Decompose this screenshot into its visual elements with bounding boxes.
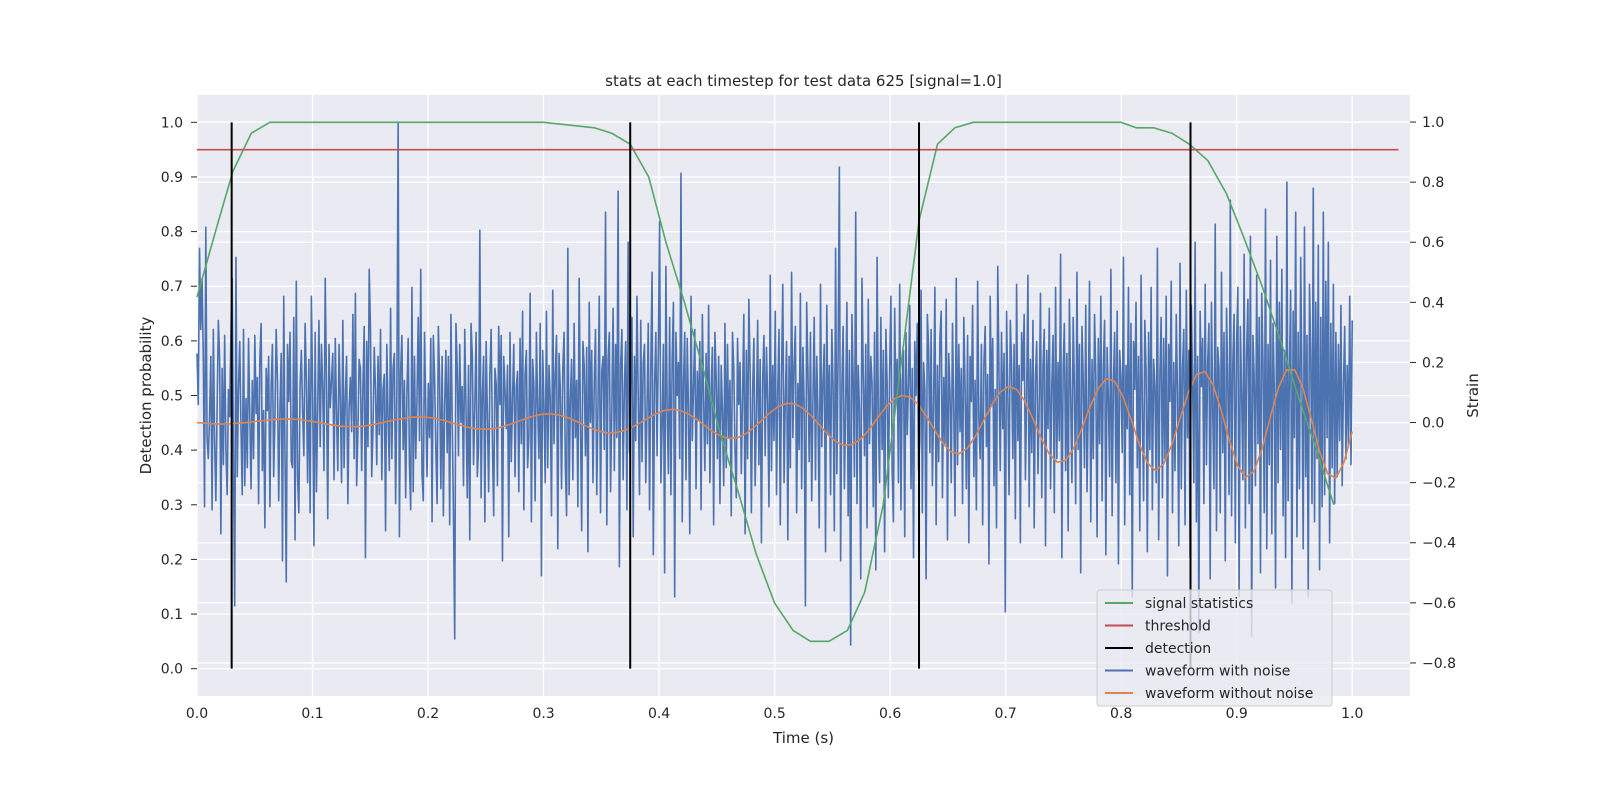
x-tick-label: 0.3 [532,706,554,722]
legend-label: waveform with noise [1145,664,1290,680]
series-layer [196,121,1399,669]
axes-layer: 0.0 0.1 0.2 0.3 0.4 0.5 0.6 0.7 0.8 0.9 1.0 0.0 0.1 0… [161,115,1456,722]
legend-box [1096,589,1333,707]
x-tick-label: 0.7 [995,706,1017,722]
y2-tick-label: −0.8 [1422,656,1456,672]
y-tick-label: 0.9 [161,170,183,186]
x-tick-label: 0.9 [1226,706,1248,722]
x-tick-label: 0.4 [648,706,670,722]
y2-tick-label: 0.4 [1422,295,1444,311]
legend-label: threshold [1145,619,1211,635]
chart-title: stats at each timestep for test data 625… [605,72,1002,90]
y-tick-label: 0.0 [161,662,183,678]
x-axis-label: Time (s) [772,729,834,747]
y2-tick-label: 0.8 [1422,175,1444,191]
y2-axis-label: Strain [1464,373,1482,417]
y2-tick-label: 1.0 [1422,115,1444,131]
legend-label: waveform without noise [1145,686,1313,702]
x-tick-label: 0.0 [186,706,208,722]
y-tick-label: 0.6 [161,334,183,350]
x-tick-label: 0.2 [417,706,439,722]
y-tick-label: 0.3 [161,498,183,514]
legend-label: signal statistics [1145,596,1253,612]
y2-tick-label: 0.2 [1422,355,1444,371]
y2-tick-label: −0.4 [1422,536,1456,552]
y-tick-label: 0.5 [161,389,183,405]
y2-tick-label: 0.6 [1422,235,1444,251]
y-tick-label: 1.0 [161,115,183,131]
series-signal-statistics [196,121,1335,643]
y2-tick-label: −0.2 [1422,476,1456,492]
x-tick-label: 0.5 [763,706,785,722]
y2-tick-label: 0.0 [1422,416,1444,432]
x-tick-label: 1.0 [1341,706,1363,722]
y-tick-label: 0.8 [161,225,183,241]
x-tick-label: 0.1 [301,706,323,722]
legend: signal statistics threshold detection wavef… [1096,589,1333,707]
y-axis-label: Detection probability [137,317,155,475]
x-tick-label: 0.6 [879,706,901,722]
series-waveform-without-noise [196,368,1354,479]
legend-label: detection [1145,641,1211,657]
y-tick-label: 0.4 [161,443,183,459]
y-tick-label: 0.2 [161,552,183,568]
series-waveform-with-noise [196,121,1354,646]
y2-tick-label: −0.6 [1422,596,1456,612]
y-tick-label: 0.7 [161,279,183,295]
y-tick-label: 0.1 [161,607,183,623]
x-tick-label: 0.8 [1110,706,1132,722]
